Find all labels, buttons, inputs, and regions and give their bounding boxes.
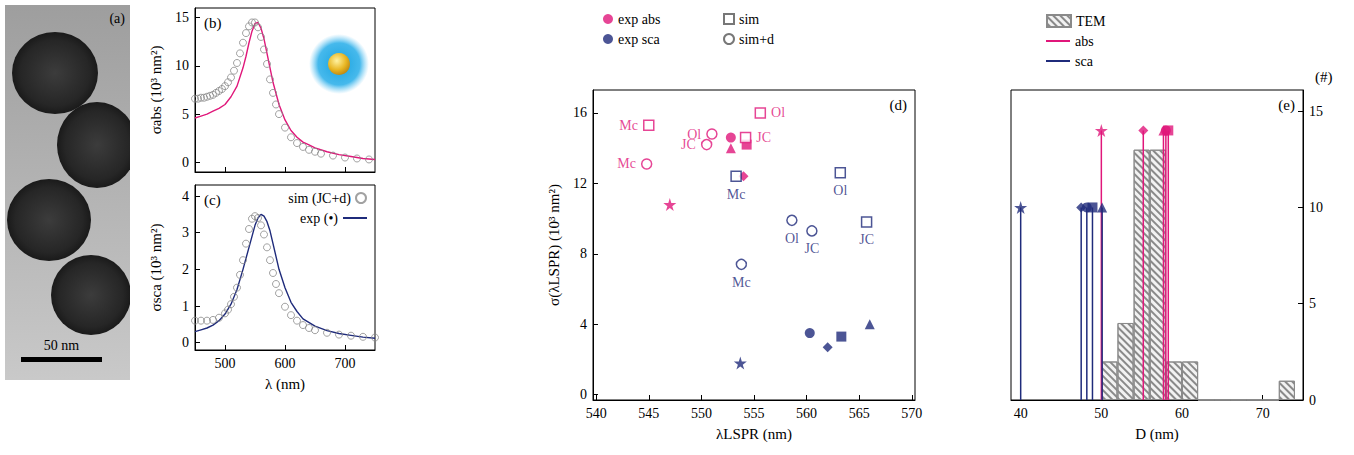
svg-text:570: 570 — [901, 406, 922, 421]
svg-text:0: 0 — [1309, 393, 1316, 408]
svg-text:(d): (d) — [890, 97, 908, 114]
svg-text:0: 0 — [182, 155, 189, 170]
svg-text:4: 4 — [580, 317, 587, 332]
svg-text:abs: abs — [1075, 34, 1094, 49]
svg-text:exp abs: exp abs — [618, 12, 660, 27]
svg-text:16: 16 — [573, 105, 587, 120]
svg-text:λ (nm): λ (nm) — [265, 376, 305, 393]
svg-text:exp sca: exp sca — [618, 32, 660, 47]
svg-text:(e): (e) — [1278, 97, 1295, 114]
svg-text:sim+d: sim+d — [739, 32, 774, 47]
svg-text:40: 40 — [1014, 406, 1028, 421]
svg-text:Mc: Mc — [727, 187, 746, 202]
svg-text:(b): (b) — [204, 15, 222, 32]
svg-text:700: 700 — [335, 356, 356, 371]
svg-text:sca: sca — [1075, 54, 1094, 69]
svg-text:50 nm: 50 nm — [44, 338, 80, 353]
svg-text:50: 50 — [1094, 406, 1108, 421]
svg-text:8: 8 — [580, 246, 587, 261]
svg-text:12: 12 — [573, 176, 587, 191]
svg-text:15: 15 — [1309, 104, 1323, 119]
svg-text:2: 2 — [182, 262, 189, 277]
svg-text:(a): (a) — [109, 11, 125, 27]
svg-text:0: 0 — [182, 335, 189, 350]
svg-text:5: 5 — [182, 107, 189, 122]
svg-text:sim (JC+d): sim (JC+d) — [288, 191, 351, 207]
svg-text:600: 600 — [275, 356, 296, 371]
svg-text:Ol: Ol — [687, 126, 702, 142]
svg-text:500: 500 — [215, 356, 236, 371]
svg-text:sim: sim — [739, 12, 759, 27]
svg-text:540: 540 — [586, 406, 607, 421]
svg-text:Mc: Mc — [617, 156, 636, 171]
svg-text:545: 545 — [638, 406, 659, 421]
svg-text:λLSPR (nm): λLSPR (nm) — [716, 426, 792, 443]
svg-text:3: 3 — [182, 225, 189, 240]
svg-text:Mc: Mc — [732, 275, 751, 290]
svg-text:Ol: Ol — [833, 183, 847, 198]
svg-text:565: 565 — [849, 406, 870, 421]
svg-text:10: 10 — [175, 58, 189, 73]
svg-text:560: 560 — [796, 406, 817, 421]
svg-text:60: 60 — [1175, 406, 1189, 421]
svg-text:TEM: TEM — [1076, 14, 1106, 29]
svg-text:70: 70 — [1256, 406, 1270, 421]
svg-text:(c): (c) — [204, 192, 221, 209]
svg-text:Ol: Ol — [771, 105, 785, 120]
svg-text:Mc: Mc — [619, 118, 638, 133]
svg-text:5: 5 — [1309, 296, 1316, 311]
svg-text:0: 0 — [580, 387, 587, 402]
svg-text:JC: JC — [859, 232, 874, 247]
svg-text:exp (•): exp (•) — [300, 211, 338, 227]
svg-text:555: 555 — [744, 406, 765, 421]
svg-text:σsca (10³ nm²): σsca (10³ nm²) — [148, 224, 165, 312]
svg-text:JC: JC — [756, 130, 771, 145]
svg-text:σ(λLSPR) (10³ nm²): σ(λLSPR) (10³ nm²) — [546, 184, 563, 306]
svg-text:JC: JC — [681, 137, 696, 152]
svg-text:550: 550 — [691, 406, 712, 421]
svg-text:JC: JC — [804, 241, 819, 256]
svg-text:Ol: Ol — [785, 231, 799, 246]
svg-text:4: 4 — [182, 189, 189, 204]
svg-text:D (nm): D (nm) — [1135, 426, 1179, 443]
svg-text:15: 15 — [175, 10, 189, 25]
svg-text:1: 1 — [182, 299, 189, 314]
svg-text:(#): (#) — [1315, 69, 1333, 86]
svg-text:σabs (10³ nm²): σabs (10³ nm²) — [148, 46, 165, 135]
svg-text:10: 10 — [1309, 200, 1323, 215]
